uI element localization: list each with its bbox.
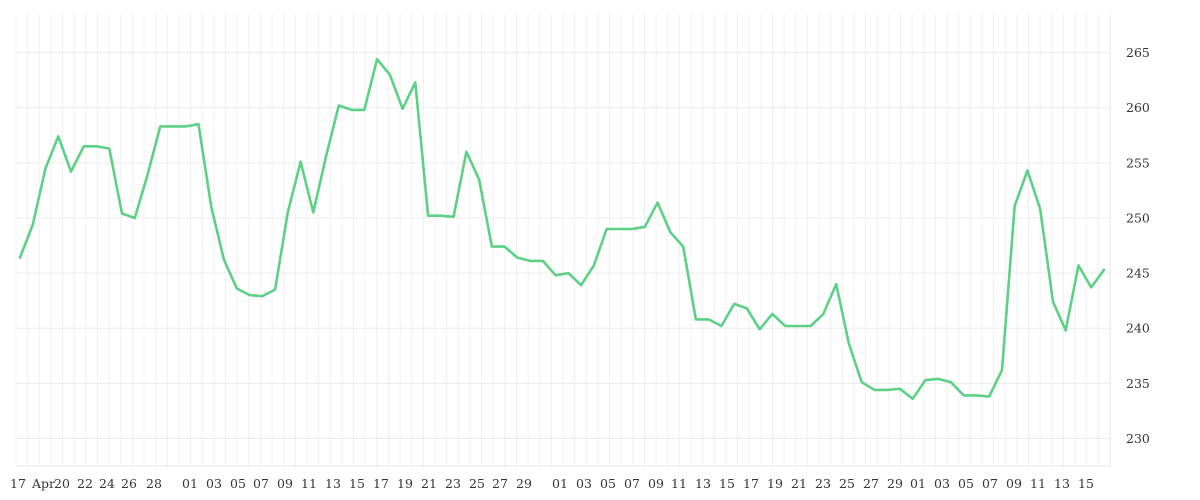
- y-tick-label: 260: [1126, 100, 1150, 115]
- x-tick-label: 19: [397, 476, 413, 491]
- grid: [15, 14, 1111, 466]
- series-line: [18, 57, 1106, 401]
- x-tick-label: 05: [600, 476, 616, 491]
- y-tick-label: 235: [1126, 376, 1150, 391]
- x-tick-label: 29: [516, 476, 532, 491]
- y-tick-label: 265: [1126, 45, 1150, 60]
- series-layer: [18, 57, 1106, 401]
- x-tick-label: 07: [253, 476, 269, 491]
- x-tick-label: 17: [373, 476, 389, 491]
- y-axis-ticks: 230 235 240 245 250 255 260 265: [1126, 45, 1150, 446]
- x-tick-label: 01: [182, 476, 198, 491]
- x-tick-label: 20: [54, 476, 70, 491]
- x-tick-label: 15: [349, 476, 365, 491]
- x-tick-label: 15: [719, 476, 735, 491]
- x-tick-label: 11: [1030, 476, 1046, 491]
- y-tick-label: 250: [1126, 210, 1150, 225]
- y-tick-label: 245: [1126, 266, 1150, 281]
- x-tick-label: Apr: [31, 476, 55, 491]
- x-tick-label: 22: [77, 476, 93, 491]
- x-tick-label: 23: [815, 476, 831, 491]
- x-tick-label: 13: [325, 476, 341, 491]
- x-tick-label: 26: [121, 476, 137, 491]
- x-tick-label: 09: [277, 476, 293, 491]
- y-tick-label: 230: [1126, 431, 1150, 446]
- x-tick-label: 23: [445, 476, 461, 491]
- x-tick-label: 13: [1054, 476, 1070, 491]
- x-tick-label: 01: [552, 476, 568, 491]
- x-tick-label: 11: [671, 476, 687, 491]
- x-tick-label: 25: [839, 476, 855, 491]
- x-tick-label: 29: [887, 476, 903, 491]
- x-tick-label: 21: [421, 476, 437, 491]
- x-tick-label: 19: [767, 476, 783, 491]
- y-tick-label: 240: [1126, 321, 1150, 336]
- x-tick-label: 03: [934, 476, 950, 491]
- y-tick-label: 255: [1126, 155, 1150, 170]
- x-tick-label: 28: [146, 476, 162, 491]
- x-tick-label: 01: [910, 476, 926, 491]
- x-tick-label: 15: [1078, 476, 1094, 491]
- x-tick-label: 27: [863, 476, 879, 491]
- x-tick-label: 03: [206, 476, 222, 491]
- x-tick-label: 11: [301, 476, 317, 491]
- axes: [16, 14, 1111, 467]
- x-tick-label: 17: [743, 476, 759, 491]
- x-tick-label: 13: [695, 476, 711, 491]
- x-tick-label: 03: [576, 476, 592, 491]
- x-tick-label: 07: [982, 476, 998, 491]
- x-tick-label: 05: [958, 476, 974, 491]
- x-tick-label: 27: [492, 476, 508, 491]
- x-tick-label: 17: [10, 476, 26, 491]
- x-tick-label: 21: [791, 476, 807, 491]
- x-tick-label: 24: [99, 476, 115, 491]
- x-tick-label: 25: [469, 476, 485, 491]
- x-tick-label: 09: [648, 476, 664, 491]
- x-tick-label: 09: [1006, 476, 1022, 491]
- x-tick-label: 05: [230, 476, 246, 491]
- x-tick-label: 07: [624, 476, 640, 491]
